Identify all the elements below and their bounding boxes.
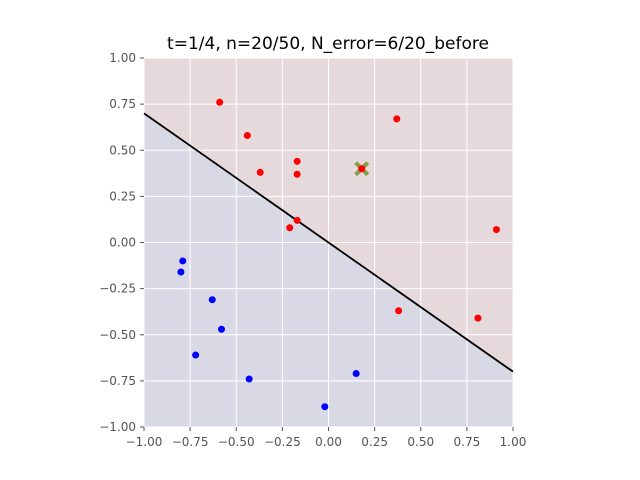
data-point xyxy=(208,296,216,304)
x-tick-label: 0.50 xyxy=(407,435,434,449)
data-point xyxy=(358,165,366,173)
data-point xyxy=(293,157,301,165)
x-tick-label: −1.00 xyxy=(126,435,163,449)
x-tick-label: −0.25 xyxy=(264,435,301,449)
data-point xyxy=(293,216,301,224)
data-point xyxy=(293,170,301,178)
plot-area: −1.00 −0.75 −0.50 −0.25 0.00 0.25 0.50 0.75 1.00… xyxy=(99,51,526,449)
y-tick-label: 0.25 xyxy=(109,189,136,203)
y-tick-label: −0.75 xyxy=(99,374,136,388)
y-tick-label: 0.75 xyxy=(109,97,136,111)
y-tick-label: −0.25 xyxy=(99,282,136,296)
data-point xyxy=(192,351,200,359)
x-tick-label: −0.50 xyxy=(218,435,255,449)
y-tick-label: 0.50 xyxy=(109,143,136,157)
data-point xyxy=(243,131,251,139)
data-point xyxy=(393,115,401,123)
data-point xyxy=(492,226,500,234)
y-tick-label: −1.00 xyxy=(99,420,136,434)
x-tick-label: 0.25 xyxy=(361,435,388,449)
decision-boundary-line xyxy=(143,112,514,373)
data-point xyxy=(245,375,253,383)
y-tick-label: 0.00 xyxy=(109,236,136,250)
data-point xyxy=(256,168,264,176)
data-point xyxy=(177,268,185,276)
data-point xyxy=(321,403,329,411)
data-point xyxy=(352,369,360,377)
y-tick-label: 1.00 xyxy=(109,51,136,65)
x-tick-label: −0.75 xyxy=(172,435,209,449)
chart-title: t=1/4, n=20/50, N_error=6/20_before xyxy=(167,34,489,54)
x-tick-label: 0.75 xyxy=(454,435,481,449)
data-point xyxy=(217,325,225,333)
data-point xyxy=(216,98,224,106)
y-tick-label: −0.50 xyxy=(99,328,136,342)
x-tick-label: 0.00 xyxy=(315,435,342,449)
data-point xyxy=(286,224,294,232)
data-point xyxy=(179,257,187,265)
x-tick-label: 1.00 xyxy=(500,435,527,449)
data-point xyxy=(395,307,403,315)
data-point xyxy=(474,314,482,322)
